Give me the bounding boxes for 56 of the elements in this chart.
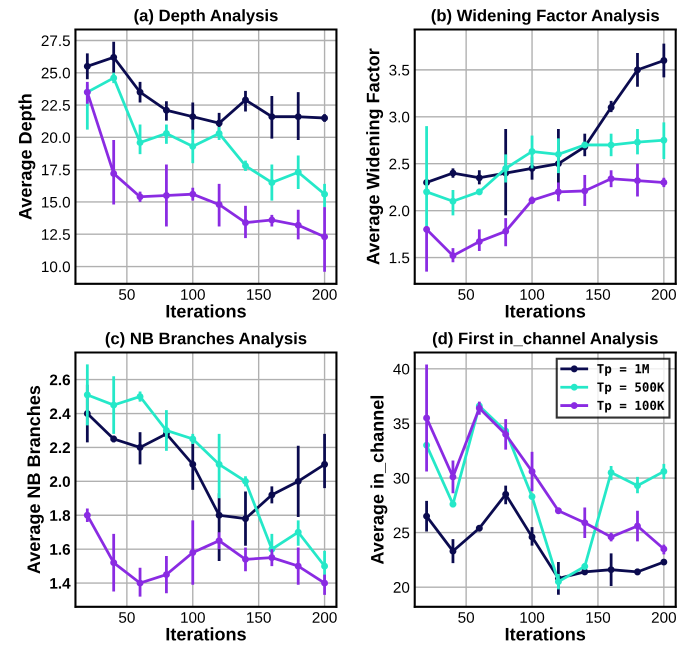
y-tick-label: 35 <box>393 418 410 430</box>
y-tick-label: 1.6 <box>50 544 70 555</box>
x-axis-title: Iterations <box>506 304 586 318</box>
chart-title: (c) NB Branches Analysis <box>106 332 306 348</box>
x-tick-label: 50 <box>458 289 474 300</box>
y-tick-label: 20 <box>394 582 410 593</box>
chart-title: (d) First in_channel Analysis <box>432 332 658 348</box>
x-tick-label: 150 <box>247 612 271 623</box>
chart-title: (b) Widening Factor Analysis <box>432 9 659 25</box>
x-tick-label: 150 <box>586 612 610 623</box>
legend-label: Tp = 500K <box>597 382 664 394</box>
x-tick-label: 150 <box>586 289 610 300</box>
y-tick-label: 2.2 <box>50 442 70 453</box>
chart-title: (a) Depth Analysis <box>134 9 278 25</box>
y-tick-label: 10.0 <box>42 261 70 272</box>
y-tick-label: 2.0 <box>50 476 70 488</box>
x-tick-label: 50 <box>118 612 135 623</box>
y-tick-label: 2.0 <box>389 206 410 216</box>
x-tick-label: 200 <box>652 289 676 300</box>
y-tick-label: 20.0 <box>42 132 70 144</box>
x-tick-label: 100 <box>520 612 544 623</box>
y-tick-label: 2.4 <box>50 408 71 420</box>
x-tick-label: 200 <box>652 612 676 623</box>
y-tick-label: 1.4 <box>50 578 71 589</box>
x-tick-label: 150 <box>247 289 271 300</box>
x-tick-label: 100 <box>520 289 544 300</box>
x-axis-title: Iterations <box>166 304 246 318</box>
y-tick-label: 12.5 <box>42 229 70 240</box>
x-tick-label: 100 <box>181 612 205 623</box>
y-axis-title: Average in_channel <box>370 396 388 564</box>
legend-label: Tp = 100K <box>597 400 664 413</box>
y-tick-label: 1.5 <box>390 252 410 264</box>
x-tick-label: 50 <box>458 612 474 623</box>
y-tick-label: 40 <box>393 364 410 375</box>
y-tick-label: 25.0 <box>42 68 70 78</box>
x-tick-label: 200 <box>312 612 337 623</box>
y-tick-label: 2.6 <box>50 374 70 386</box>
x-axis-title: Iterations <box>506 627 586 641</box>
x-tick-label: 50 <box>118 289 135 300</box>
legend-label: Tp = 1M <box>597 364 649 376</box>
y-tick-label: 15.0 <box>42 196 70 208</box>
x-tick-label: 200 <box>312 289 337 300</box>
x-tick-label: 100 <box>181 289 205 300</box>
y-tick-label: 2.5 <box>389 158 410 170</box>
x-axis-title: Iterations <box>166 627 246 641</box>
y-tick-label: 30 <box>393 472 410 484</box>
y-tick-label: 17.5 <box>42 164 70 176</box>
y-tick-label: 1.8 <box>50 510 70 521</box>
y-tick-label: 3.5 <box>389 64 410 76</box>
y-tick-label: 22.5 <box>42 100 70 111</box>
y-tick-label: 3.0 <box>389 112 410 122</box>
y-axis-title: Average Depth <box>18 94 36 220</box>
y-tick-label: 27.5 <box>42 35 70 46</box>
y-tick-label: 25 <box>394 527 410 538</box>
y-axis-title: Average NB Branches <box>26 386 44 574</box>
y-axis-title: Average Widening Factor <box>366 48 384 265</box>
